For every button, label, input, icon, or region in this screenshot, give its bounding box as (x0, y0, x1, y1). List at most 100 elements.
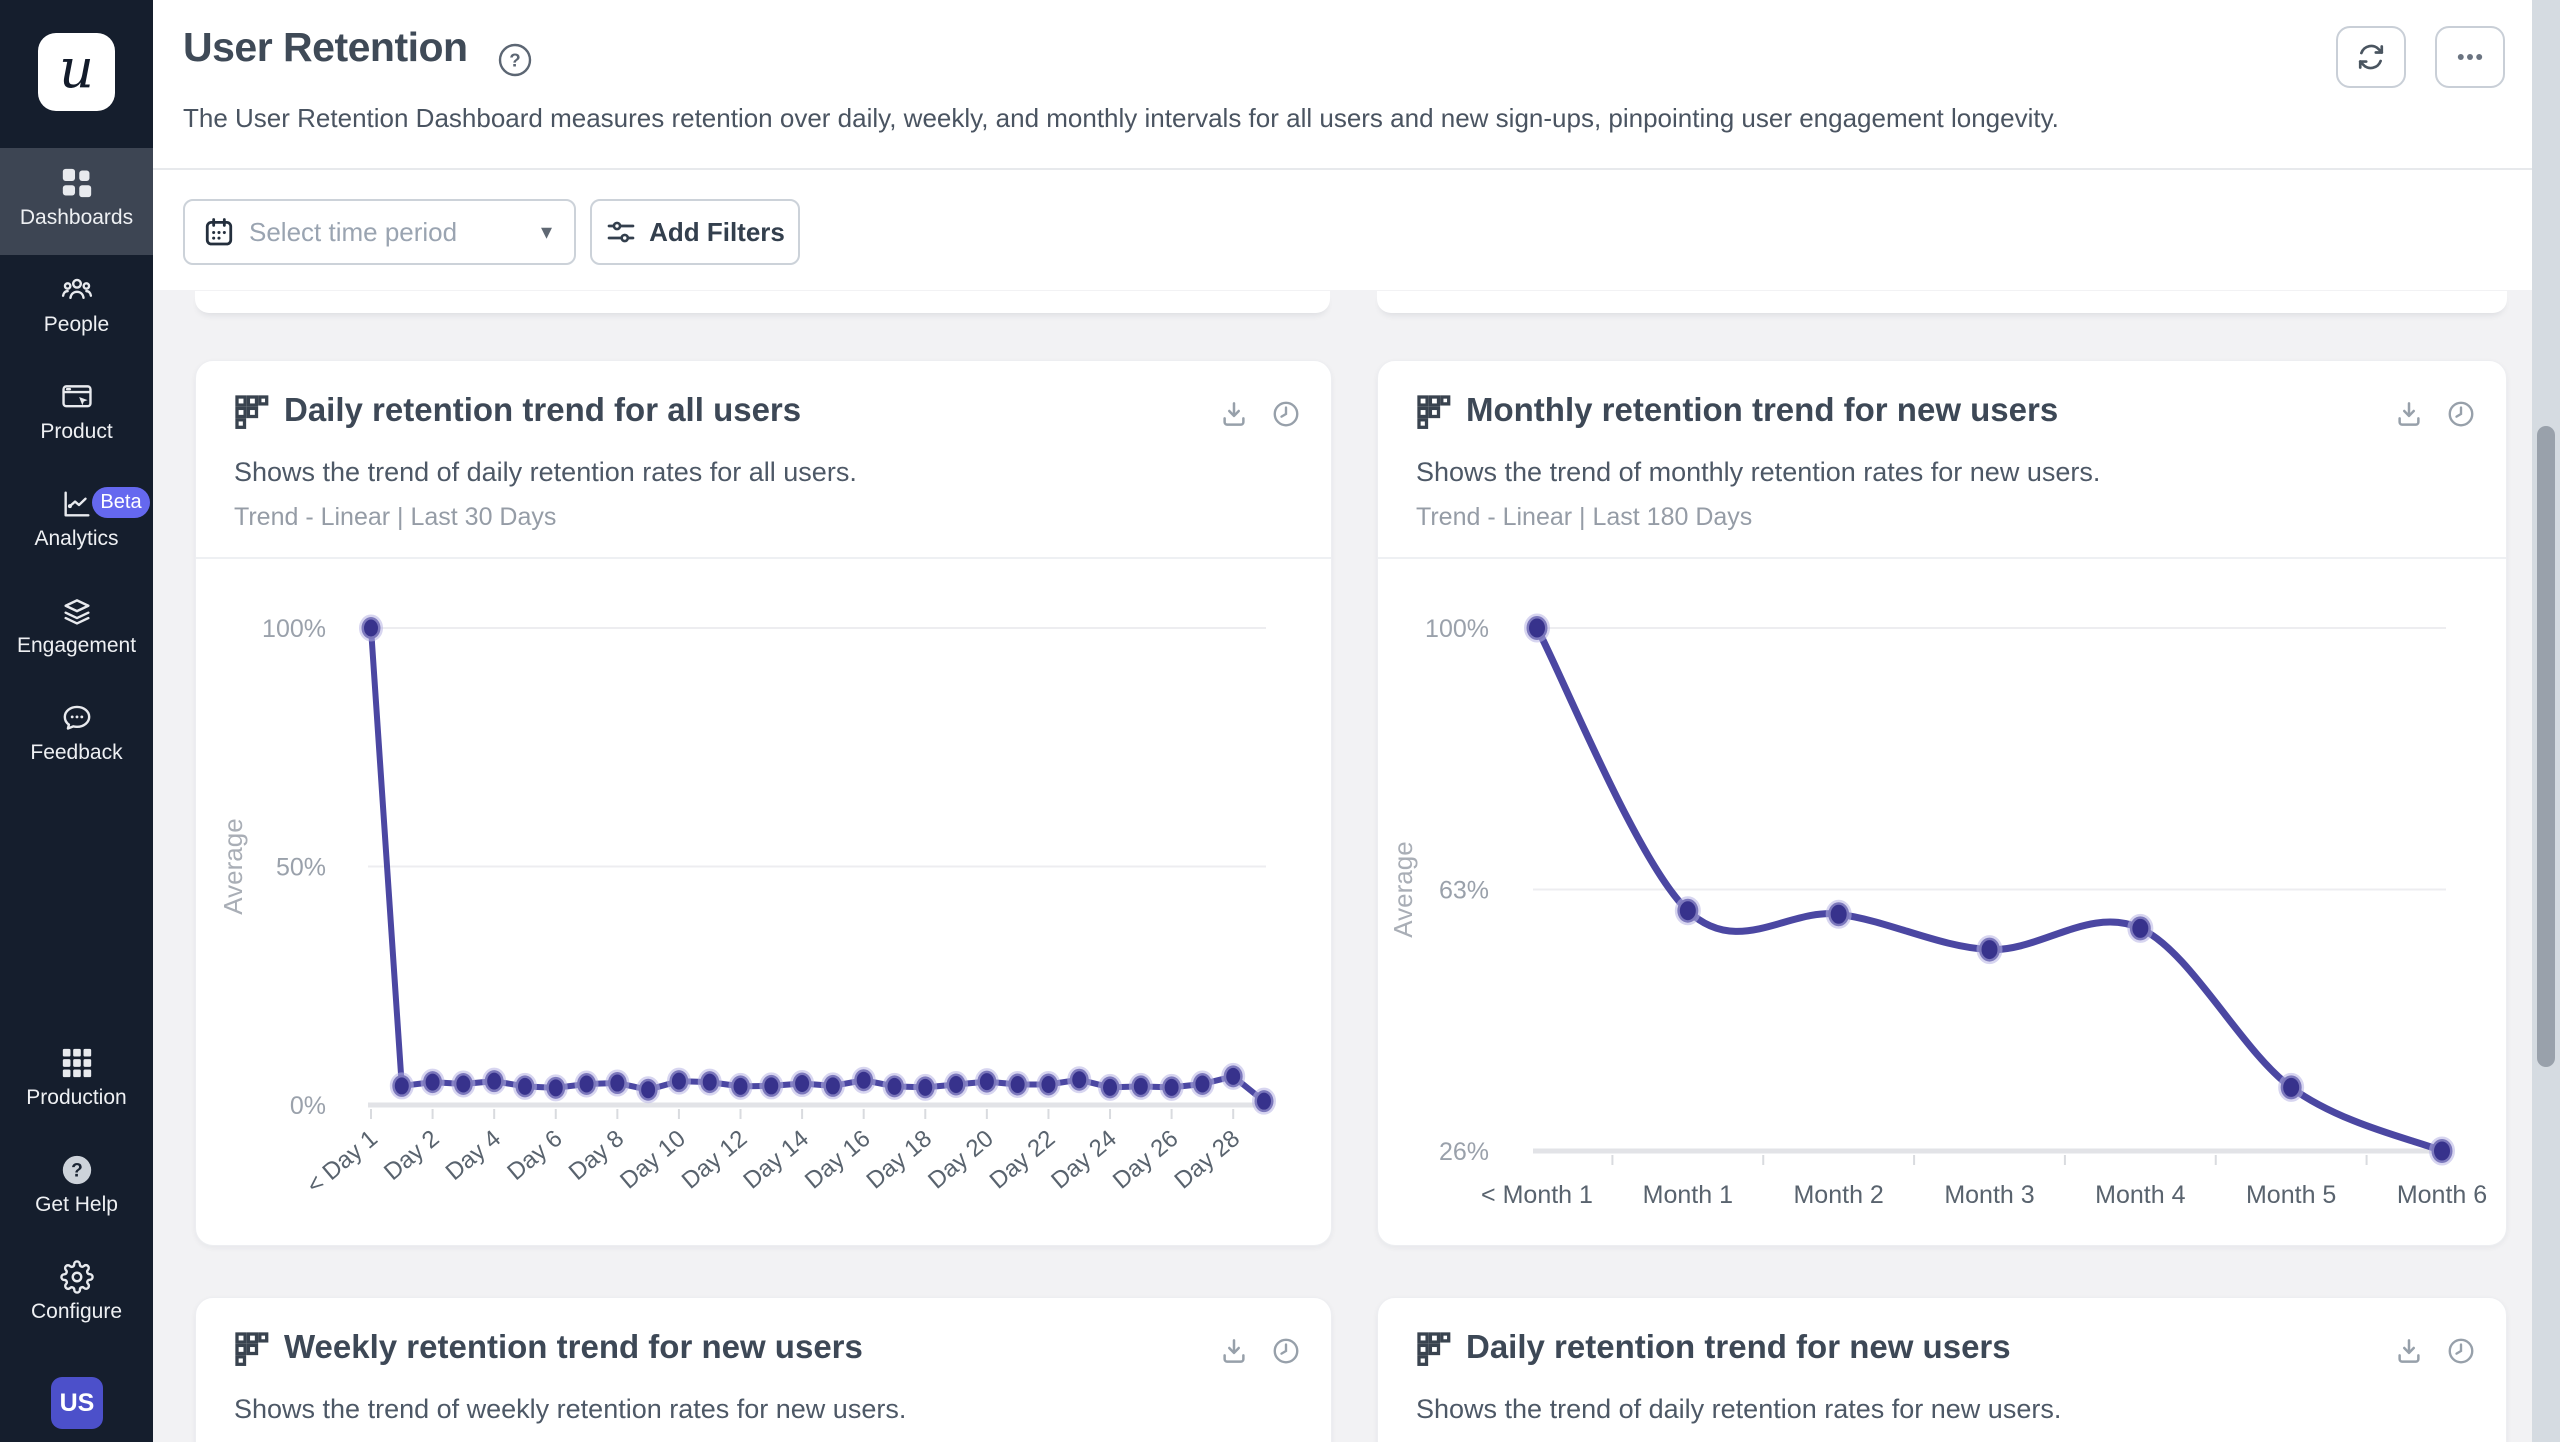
history-clock-icon[interactable] (1271, 399, 1301, 429)
sidebar-item-label: People (43, 313, 110, 336)
svg-text:Month 3: Month 3 (1944, 1181, 2034, 1209)
download-icon[interactable] (2394, 1336, 2424, 1366)
card-divider (196, 557, 1331, 559)
svg-text:63%: 63% (1439, 877, 1489, 905)
card-monthly-retention-new-users: Monthly retention trend for new users Sh… (1377, 360, 2507, 1246)
card-daily-retention-all-users: Daily retention trend for all users Show… (195, 360, 1332, 1246)
svg-text:Day 16: Day 16 (800, 1125, 876, 1195)
scrollbar-track[interactable] (2532, 0, 2560, 1442)
card-title: Daily retention trend for all users (284, 391, 802, 428)
svg-text:26%: 26% (1439, 1138, 1489, 1166)
history-clock-icon[interactable] (2446, 399, 2476, 429)
svg-text:< Day 1: < Day 1 (302, 1125, 383, 1199)
user-avatar[interactable]: US (51, 1377, 103, 1429)
download-icon[interactable] (1219, 1336, 1249, 1366)
card-subtitle: Shows the trend of daily retention rates… (234, 457, 857, 487)
download-icon[interactable] (1219, 399, 1249, 429)
svg-text:< Month 1: < Month 1 (1481, 1181, 1593, 1209)
beta-badge: Beta (92, 487, 150, 518)
sidebar-item-product[interactable]: Product (0, 362, 153, 469)
download-icon[interactable] (2394, 399, 2424, 429)
svg-text:Day 14: Day 14 (738, 1125, 814, 1195)
svg-text:Day 26: Day 26 (1108, 1125, 1184, 1195)
card-subtitle: Shows the trend of weekly retention rate… (234, 1394, 907, 1424)
layers-icon (60, 594, 94, 628)
svg-text:Day 20: Day 20 (923, 1125, 999, 1195)
widget-grid-icon (234, 1331, 270, 1367)
svg-text:?: ? (509, 50, 520, 71)
sidebar-item-analytics[interactable]: Beta Analytics (0, 469, 153, 576)
ellipsis-icon (2457, 54, 2483, 60)
svg-text:Day 22: Day 22 (985, 1125, 1061, 1195)
add-filters-label: Add Filters (649, 216, 785, 247)
svg-text:0%: 0% (290, 1092, 326, 1120)
add-filters-button[interactable]: Add Filters (590, 199, 800, 265)
svg-text:Month 2: Month 2 (1793, 1181, 1883, 1209)
history-clock-icon[interactable] (2446, 1336, 2476, 1366)
sidebar-item-label: Feedback (30, 741, 123, 764)
time-period-select[interactable]: Select time period ▾ (183, 199, 576, 265)
product-window-icon (60, 380, 94, 414)
svg-text:Average: Average (218, 818, 248, 914)
history-clock-icon[interactable] (1271, 1336, 1301, 1366)
sidebar-item-get-help[interactable]: ? Get Help (0, 1135, 153, 1242)
monthly-retention-chart: 100% 63% 26% Average < Month 1 Month 1 Month 2… (1388, 613, 2487, 1209)
sidebar: u Dashboards (0, 0, 153, 1442)
card-weekly-retention-new-users: Weekly retention trend for new users Sho… (195, 1297, 1332, 1442)
svg-text:Month 5: Month 5 (2246, 1181, 2336, 1209)
scrollbar-thumb[interactable] (2537, 426, 2555, 1067)
svg-text:Day 24: Day 24 (1046, 1125, 1122, 1195)
card-daily-retention-new-users: Daily retention trend for new users Show… (1377, 1297, 2507, 1442)
card-meta: Trend - Linear | Last 30 Days (1416, 1440, 1738, 1442)
dashboard-content: Daily retention trend for all users Show… (153, 290, 2560, 1442)
svg-text:Day 6: Day 6 (502, 1125, 567, 1186)
sidebar-item-label: Get Help (35, 1193, 118, 1216)
card-subtitle: Shows the trend of monthly retention rat… (1416, 457, 2101, 487)
page-title: User Retention (183, 24, 468, 70)
chevron-down-icon: ▾ (540, 219, 552, 244)
refresh-button[interactable] (2336, 26, 2406, 88)
sidebar-footer: Production ? Get Help C (0, 1028, 153, 1349)
svg-text:100%: 100% (1425, 615, 1489, 643)
sidebar-item-dashboards[interactable]: Dashboards (0, 148, 153, 255)
filter-bar: Select time period ▾ Add Filters (183, 199, 800, 265)
card-bottom-strip (1377, 291, 2507, 313)
svg-text:Day 18: Day 18 (862, 1125, 938, 1195)
svg-text:Day 12: Day 12 (677, 1125, 753, 1195)
sidebar-item-label: Analytics (34, 527, 119, 550)
sidebar-item-configure[interactable]: Configure (0, 1242, 153, 1349)
svg-text:?: ? (71, 1161, 83, 1182)
sidebar-item-label: Production (26, 1086, 127, 1109)
card-title: Daily retention trend for new users (1466, 1328, 2011, 1365)
calendar-icon (203, 216, 235, 248)
card-divider (1378, 557, 2506, 559)
card-meta: Trend - Linear | Last 180 Days (1416, 503, 1753, 531)
card-meta: Trend - Linear | Last 30 Days (234, 503, 557, 531)
sidebar-item-feedback[interactable]: Feedback (0, 683, 153, 790)
help-circle-icon[interactable]: ? (497, 42, 533, 78)
svg-text:Month 6: Month 6 (2397, 1181, 2487, 1209)
svg-text:Day 28: Day 28 (1169, 1125, 1245, 1195)
svg-text:50%: 50% (276, 854, 326, 882)
widget-grid-icon (1416, 1331, 1452, 1367)
svg-text:Day 2: Day 2 (379, 1125, 444, 1186)
refresh-cycle-icon (2358, 44, 2384, 70)
sidebar-item-production[interactable]: Production (0, 1028, 153, 1135)
sidebar-item-label: Engagement (16, 634, 137, 657)
card-meta: Trend - Linear | Last 90 Days (234, 1440, 556, 1442)
app-logo[interactable]: u (38, 33, 115, 111)
dashboards-grid-icon (60, 166, 94, 200)
more-options-button[interactable] (2435, 26, 2505, 88)
gear-icon (59, 1260, 94, 1294)
sidebar-item-engagement[interactable]: Engagement (0, 576, 153, 683)
time-period-placeholder: Select time period (249, 216, 458, 247)
logo-letter: u (59, 37, 94, 100)
widget-grid-icon (1416, 394, 1452, 430)
sidebar-item-people[interactable]: People (0, 255, 153, 362)
sidebar-item-label: Dashboards (19, 206, 134, 229)
svg-text:Month 4: Month 4 (2095, 1181, 2185, 1209)
card-bottom-strip (195, 291, 1330, 313)
analytics-chart-icon (60, 487, 94, 521)
